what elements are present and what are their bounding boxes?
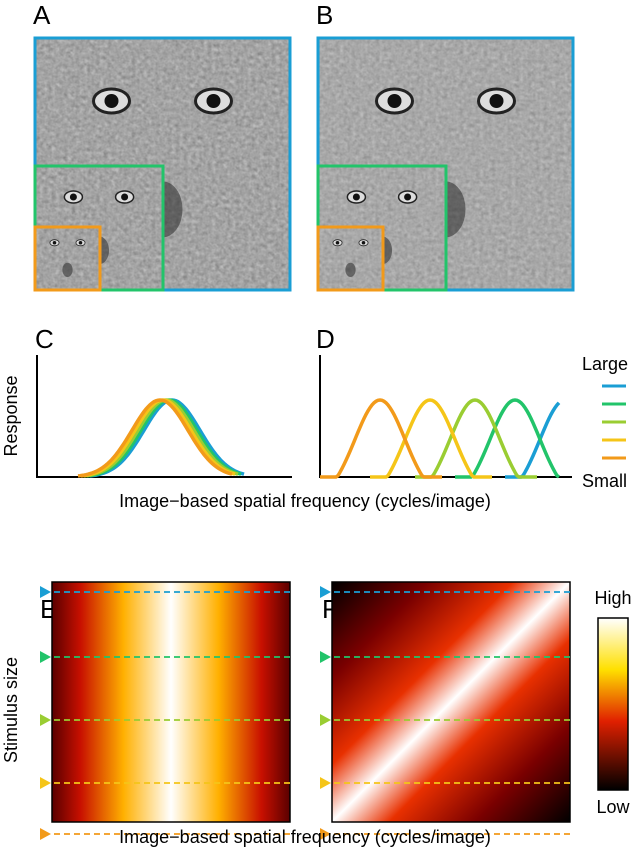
- size-marker: [320, 586, 331, 598]
- pupil: [104, 94, 119, 108]
- size-marker: [40, 777, 51, 789]
- x-axis-label: Image−based spatial frequency (cycles/im…: [119, 827, 491, 847]
- pupil: [387, 94, 402, 108]
- size-marker: [320, 777, 331, 789]
- frame: [33, 225, 102, 292]
- pupil: [335, 240, 340, 245]
- size-marker: [320, 651, 331, 663]
- mouth: [345, 262, 356, 277]
- pupil: [361, 240, 366, 245]
- heatmap: [331, 581, 571, 823]
- pupil: [121, 193, 129, 201]
- image-noise: [318, 227, 383, 290]
- pupil: [404, 193, 412, 201]
- size-marker: [40, 828, 51, 840]
- curve: [455, 398, 561, 479]
- pupil: [52, 240, 57, 245]
- pupil: [206, 94, 221, 108]
- panel-label: B: [316, 0, 333, 30]
- pupil: [352, 193, 360, 201]
- legend-label: Large: [582, 354, 628, 374]
- y-axis-label: Response: [1, 375, 21, 456]
- colorbar: [597, 617, 629, 791]
- y-axis-label: Stimulus size: [1, 657, 21, 763]
- legend: [602, 384, 626, 460]
- mouth: [62, 262, 73, 277]
- legend-label: Small: [582, 471, 627, 491]
- size-lines: [40, 586, 570, 840]
- pupil: [489, 94, 504, 108]
- panel-label: C: [35, 324, 54, 354]
- heatmap: [51, 581, 291, 823]
- size-marker: [40, 651, 51, 663]
- stimulus-images: [33, 36, 575, 292]
- x-axis-label: Image−based spatial frequency (cycles/im…: [119, 491, 491, 511]
- panel-label: D: [316, 324, 335, 354]
- colorbar-label: High: [594, 588, 631, 608]
- curve: [415, 398, 537, 479]
- size-marker: [40, 714, 51, 726]
- tuning-curves: [77, 398, 561, 479]
- panel-label: A: [33, 0, 51, 30]
- curve: [370, 398, 492, 479]
- frame: [316, 225, 385, 292]
- size-marker: [40, 586, 51, 598]
- image-noise: [35, 227, 100, 290]
- curve: [505, 401, 561, 479]
- curve: [77, 398, 233, 478]
- pupil: [69, 193, 77, 201]
- pupil: [78, 240, 83, 245]
- colorbar-label: Low: [596, 797, 630, 817]
- size-marker: [320, 714, 331, 726]
- size-marker: [320, 828, 331, 840]
- curve: [320, 398, 442, 479]
